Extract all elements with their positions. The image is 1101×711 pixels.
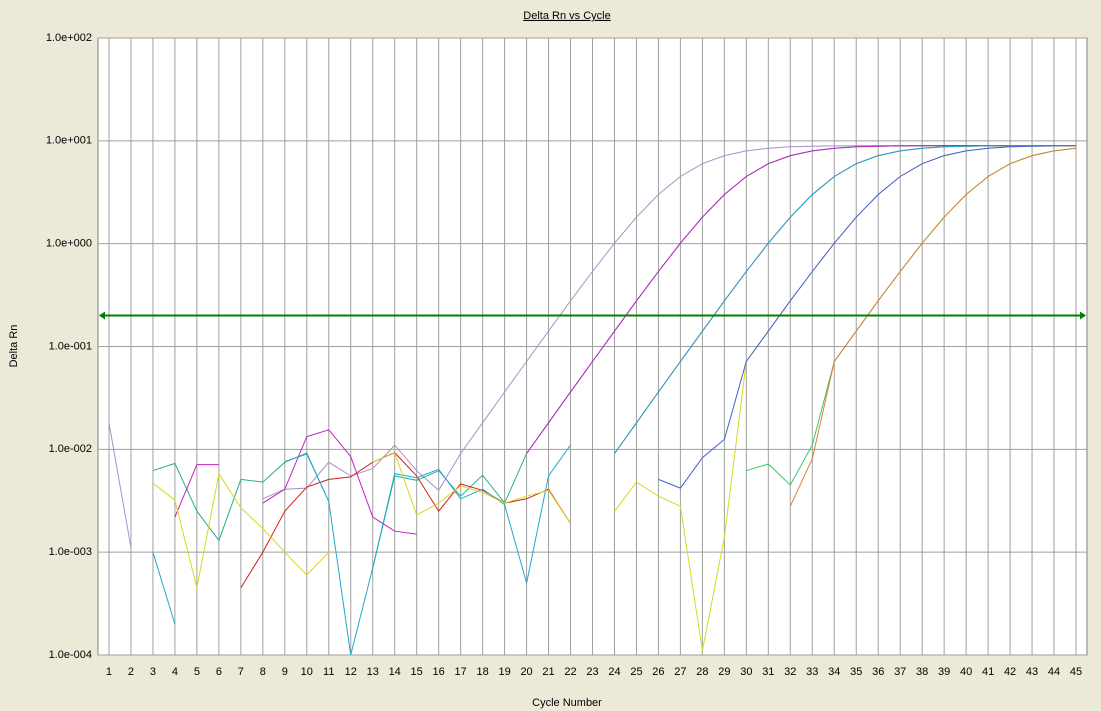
x-tick-label: 19 [498, 666, 510, 678]
x-tick-label: 17 [455, 666, 467, 678]
y-tick-label: 1.0e-002 [49, 443, 92, 455]
x-tick-label: 21 [542, 666, 554, 678]
x-tick-label: 24 [608, 666, 620, 678]
x-tick-label: 35 [850, 666, 862, 678]
x-tick-label: 14 [389, 666, 401, 678]
x-tick-label: 13 [367, 666, 379, 678]
y-tick-label: 1.0e+001 [46, 135, 92, 147]
x-tick-label: 37 [894, 666, 906, 678]
x-tick-label: 5 [194, 666, 200, 678]
x-tick-label: 31 [762, 666, 774, 678]
x-tick-label: 10 [301, 666, 313, 678]
x-tick-label: 3 [150, 666, 156, 678]
x-tick-label: 33 [806, 666, 818, 678]
x-axis-label: Cycle Number [532, 697, 602, 709]
chart-title: Delta Rn vs Cycle [523, 10, 610, 22]
x-tick-label: 34 [828, 666, 840, 678]
x-tick-label: 25 [630, 666, 642, 678]
x-tick-label: 42 [1004, 666, 1016, 678]
x-tick-label: 23 [586, 666, 598, 678]
x-tick-label: 11 [323, 666, 334, 678]
x-tick-label: 8 [260, 666, 266, 678]
x-tick-label: 12 [345, 666, 357, 678]
x-tick-label: 15 [411, 666, 423, 678]
x-tick-label: 39 [938, 666, 950, 678]
y-tick-label: 1.0e-001 [49, 340, 92, 352]
x-tick-label: 20 [520, 666, 532, 678]
x-tick-label: 22 [564, 666, 576, 678]
x-tick-label: 32 [784, 666, 796, 678]
x-tick-label: 40 [960, 666, 972, 678]
x-tick-label: 45 [1070, 666, 1082, 678]
x-tick-label: 44 [1048, 666, 1060, 678]
x-tick-label: 38 [916, 666, 928, 678]
x-tick-label: 18 [476, 666, 488, 678]
y-axis-label: Delta Rn [8, 325, 20, 368]
x-tick-label: 29 [718, 666, 730, 678]
x-tick-label: 36 [872, 666, 884, 678]
amplification-curve [789, 147, 1077, 507]
x-tick-label: 30 [740, 666, 752, 678]
y-tick-label: 1.0e+000 [46, 238, 92, 250]
x-tick-label: 1 [106, 666, 112, 678]
x-tick-label: 28 [696, 666, 708, 678]
y-tick-label: 1.0e-004 [49, 649, 92, 661]
x-tick-label: 26 [652, 666, 664, 678]
x-tick-label: 2 [128, 666, 134, 678]
x-tick-label: 9 [282, 666, 288, 678]
y-tick-label: 1.0e-003 [49, 546, 92, 558]
x-tick-label: 43 [1026, 666, 1038, 678]
y-tick-label: 1.0e+002 [46, 32, 92, 44]
x-tick-label: 27 [674, 666, 686, 678]
x-tick-label: 6 [216, 666, 222, 678]
x-tick-label: 4 [172, 666, 178, 678]
amplification-curve [658, 145, 1077, 489]
x-tick-label: 41 [982, 666, 994, 678]
x-tick-label: 7 [238, 666, 244, 678]
amplification-curve [152, 145, 1076, 656]
x-tick-label: 16 [433, 666, 445, 678]
